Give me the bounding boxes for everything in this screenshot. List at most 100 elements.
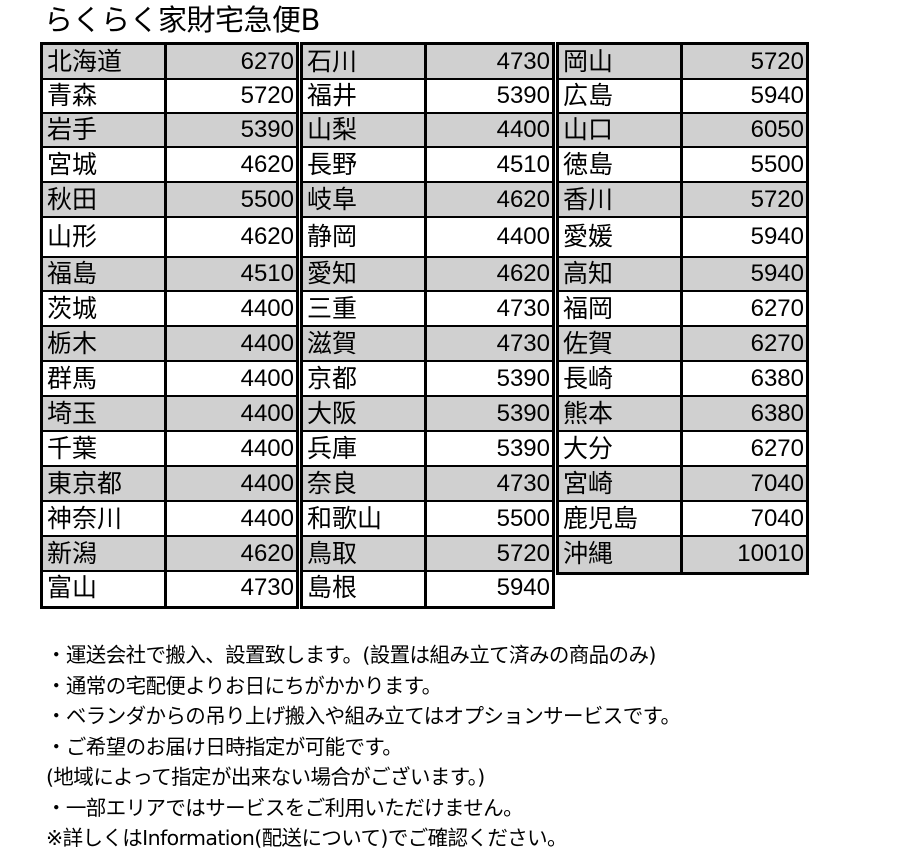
price-cell: 5390 (167, 114, 299, 146)
price-cell: 5390 (427, 362, 555, 395)
price-cell: 4400 (167, 432, 299, 465)
price-cell: 4400 (167, 397, 299, 430)
price-cell: 7040 (683, 502, 809, 535)
price-cell: 4400 (167, 327, 299, 360)
prefecture-cell: 香川 (559, 183, 683, 216)
table-row: 山梨 4400 (303, 114, 555, 148)
note-line: ・ベランダからの吊り上げ搬入や組み立てはオプションサービスです。 (46, 704, 681, 728)
prefecture-cell: 徳島 (559, 148, 683, 181)
table-row: 山形 4620 (43, 218, 299, 258)
prefecture-cell: 高知 (559, 258, 683, 290)
prefecture-cell: 群馬 (43, 362, 167, 395)
prefecture-cell: 茨城 (43, 292, 167, 325)
prefecture-cell: 青森 (43, 80, 167, 112)
price-cell: 4510 (427, 148, 555, 181)
prefecture-cell: 福岡 (559, 292, 683, 325)
table-row: 富山 4730 (43, 572, 299, 606)
price-cell: 5720 (683, 183, 809, 216)
price-cell: 4620 (167, 148, 299, 181)
table-row: 福井 5390 (303, 80, 555, 114)
prefecture-cell: 大分 (559, 432, 683, 465)
table-row: 茨城 4400 (43, 292, 299, 327)
prefecture-cell: 鹿児島 (559, 502, 683, 535)
table-row: 愛知 4620 (303, 258, 555, 292)
table-row: 岡山 5720 (559, 45, 809, 80)
price-cell: 5500 (427, 502, 555, 535)
prefecture-cell: 岡山 (559, 45, 683, 78)
table-row: 香川 5720 (559, 183, 809, 218)
table-row: 群馬 4400 (43, 362, 299, 397)
table-row: 栃木 4400 (43, 327, 299, 362)
price-cell: 7040 (683, 467, 809, 500)
table-row: 青森 5720 (43, 80, 299, 114)
price-cell: 4620 (167, 218, 299, 256)
price-cell: 6270 (167, 45, 299, 78)
price-cell: 10010 (683, 537, 809, 572)
table-row: 愛媛 5940 (559, 218, 809, 258)
table-row: 福島 4510 (43, 258, 299, 292)
table-row: 宮崎 7040 (559, 467, 809, 502)
table-row: 大分 6270 (559, 432, 809, 467)
prefecture-cell: 千葉 (43, 432, 167, 465)
prefecture-cell: 秋田 (43, 183, 167, 216)
price-cell: 4400 (427, 218, 555, 256)
table-row: 北海道 6270 (43, 45, 299, 80)
price-cell: 4730 (167, 572, 299, 606)
prefecture-cell: 滋賀 (303, 327, 427, 360)
table-row: 鹿児島 7040 (559, 502, 809, 537)
price-cell: 6270 (683, 292, 809, 325)
page-title: らくらく家財宅急便B (44, 3, 320, 37)
table-row: 高知 5940 (559, 258, 809, 292)
price-cell: 5500 (683, 148, 809, 181)
price-cell: 5720 (427, 537, 555, 570)
prefecture-cell: 山梨 (303, 114, 427, 146)
prefecture-cell: 愛知 (303, 258, 427, 290)
prefecture-cell: 愛媛 (559, 218, 683, 256)
table-row: 鳥取 5720 (303, 537, 555, 572)
table-row: 岩手 5390 (43, 114, 299, 148)
prefecture-cell: 山形 (43, 218, 167, 256)
prefecture-cell: 宮崎 (559, 467, 683, 500)
prefecture-cell: 岐阜 (303, 183, 427, 216)
price-cell: 5390 (427, 397, 555, 430)
price-cell: 4620 (427, 183, 555, 216)
table-row: 大阪 5390 (303, 397, 555, 432)
prefecture-cell: 長崎 (559, 362, 683, 395)
prefecture-cell: 埼玉 (43, 397, 167, 430)
table-row: 兵庫 5390 (303, 432, 555, 467)
prefecture-cell: 熊本 (559, 397, 683, 430)
note-line: ・ご希望のお届け日時指定が可能です。 (46, 734, 403, 759)
table-row: 宮城 4620 (43, 148, 299, 183)
prefecture-cell: 岩手 (43, 114, 167, 146)
price-cell: 5500 (167, 183, 299, 216)
price-cell: 4400 (167, 292, 299, 325)
prefecture-cell: 島根 (303, 572, 427, 606)
note-line: ・通常の宅配便よりお日にちがかかります。 (46, 673, 442, 698)
prefecture-cell: 沖縄 (559, 537, 683, 572)
note-line: ・一部エリアではサービスをご利用いただけません。 (46, 795, 524, 820)
table-row: 石川 4730 (303, 45, 555, 80)
table-row: 長野 4510 (303, 148, 555, 183)
price-cell: 4730 (427, 292, 555, 325)
prefecture-cell: 福井 (303, 80, 427, 112)
price-cell: 5940 (427, 572, 555, 606)
price-cell: 4400 (167, 467, 299, 500)
prefecture-cell: 和歌山 (303, 502, 427, 535)
prefecture-cell: 山口 (559, 114, 683, 146)
prefecture-cell: 奈良 (303, 467, 427, 500)
table-row: 新潟 4620 (43, 537, 299, 572)
table-row: 京都 5390 (303, 362, 555, 397)
table-row: 千葉 4400 (43, 432, 299, 467)
rate-table-group: 北海道 6270 青森 5720 岩手 5390 宮城 4620 秋田 5500 山形 4620 福島 4… (40, 42, 299, 609)
table-row: 和歌山 5500 (303, 502, 555, 537)
price-cell: 6380 (683, 362, 809, 395)
table-row: 三重 4730 (303, 292, 555, 327)
prefecture-cell: 神奈川 (43, 502, 167, 535)
prefecture-cell: 佐賀 (559, 327, 683, 360)
table-row: 沖縄 10010 (559, 537, 809, 572)
price-cell: 5720 (683, 45, 809, 78)
table-row: 島根 5940 (303, 572, 555, 606)
prefecture-cell: 広島 (559, 80, 683, 112)
table-row: 徳島 5500 (559, 148, 809, 183)
prefecture-cell: 宮城 (43, 148, 167, 181)
